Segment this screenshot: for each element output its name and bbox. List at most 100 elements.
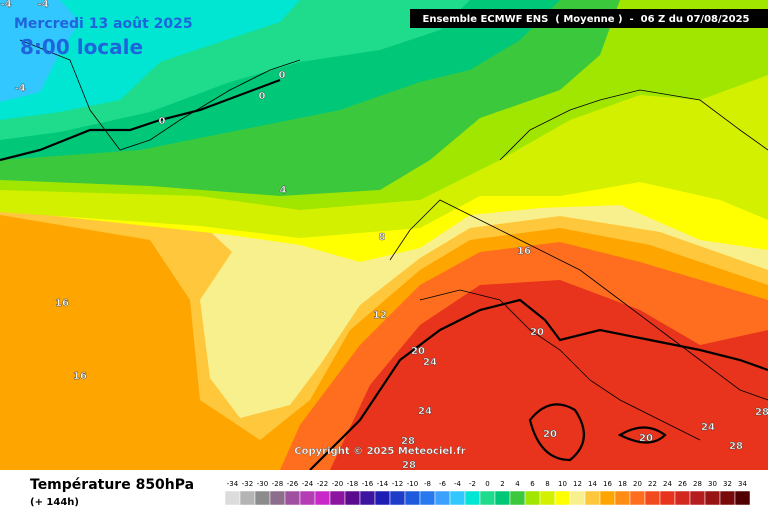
scale-label: 28 xyxy=(693,480,702,488)
scale-swatch xyxy=(329,490,346,506)
contour-label: 24 xyxy=(423,357,437,368)
scale-swatch xyxy=(524,490,541,506)
contour-label: 8 xyxy=(379,232,386,243)
scale-swatch xyxy=(479,490,496,506)
contour-label: -4 xyxy=(37,0,48,10)
scale-label: 2 xyxy=(500,480,504,488)
scale-label: -34 xyxy=(227,480,239,488)
scale-label: -8 xyxy=(424,480,431,488)
scale-label: 18 xyxy=(618,480,627,488)
scale-swatch xyxy=(389,490,406,506)
contour-label: -4 xyxy=(0,0,11,10)
contour-label: 0 xyxy=(259,91,266,102)
scale-swatch xyxy=(629,490,646,506)
forecast-date: Mercredi 13 août 2025 xyxy=(14,16,193,32)
scale-label: 14 xyxy=(588,480,597,488)
scale-swatch xyxy=(404,490,421,506)
scale-swatch xyxy=(734,490,751,506)
scale-label: -26 xyxy=(287,480,299,488)
scale-swatch xyxy=(644,490,661,506)
scale-swatch xyxy=(284,490,301,506)
scale-swatch xyxy=(554,490,571,506)
scale-label: 20 xyxy=(633,480,642,488)
scale-swatch xyxy=(689,490,706,506)
scale-swatch xyxy=(494,490,511,506)
coastlines xyxy=(19,39,768,441)
scale-swatch xyxy=(239,490,256,506)
scale-swatch xyxy=(599,490,616,506)
scale-label: 16 xyxy=(603,480,612,488)
coastline xyxy=(499,89,768,161)
scale-swatch xyxy=(434,490,451,506)
contour-label: 4 xyxy=(280,185,287,196)
footer-title: Température 850hPa xyxy=(30,477,194,493)
contour-label: 0 xyxy=(159,116,166,127)
scale-label: -16 xyxy=(362,480,374,488)
scale-label: -12 xyxy=(392,480,403,488)
contour-label: 16 xyxy=(73,371,87,382)
scale-label: 30 xyxy=(708,480,717,488)
scale-swatch xyxy=(299,490,316,506)
contour-label: 28 xyxy=(401,436,415,447)
scale-label: -18 xyxy=(347,480,358,488)
scale-swatch xyxy=(359,490,376,506)
scale-label: 24 xyxy=(663,480,672,488)
scale-label: 32 xyxy=(723,480,732,488)
contours xyxy=(0,78,768,471)
scale-label: -2 xyxy=(469,480,476,488)
scale-swatch xyxy=(659,490,676,506)
scale-label: -6 xyxy=(439,480,447,488)
scale-swatch xyxy=(419,490,436,506)
scale-swatch xyxy=(674,490,691,506)
scale-label: 6 xyxy=(530,480,535,488)
scale-label: -14 xyxy=(377,480,389,488)
scale-swatch xyxy=(269,490,286,506)
coastline xyxy=(19,39,301,151)
scale-label: -28 xyxy=(272,480,283,488)
scale-swatch xyxy=(719,490,736,506)
contour-label: 16 xyxy=(55,298,69,309)
scale-label: -10 xyxy=(407,480,418,488)
contour-label: 20 xyxy=(411,346,425,357)
scale-swatch xyxy=(584,490,601,506)
contour-label: 20 xyxy=(530,327,544,338)
scale-label: 4 xyxy=(515,480,520,488)
contour-label: 12 xyxy=(373,310,387,321)
copyright: Copyright © 2025 Meteociel.fr xyxy=(294,446,465,457)
contour-label: 20 xyxy=(639,433,653,444)
contour-label: -4 xyxy=(14,83,25,94)
contour-label: 28 xyxy=(402,460,416,471)
scale-label: 22 xyxy=(648,480,657,488)
scale-label: 34 xyxy=(738,480,747,488)
scale-swatch xyxy=(224,490,241,506)
scale-swatch xyxy=(569,490,586,506)
contour-label: 28 xyxy=(729,441,743,452)
scale-swatch xyxy=(704,490,721,506)
band xyxy=(0,0,300,120)
scale-label: -20 xyxy=(332,480,343,488)
contour-label: 20 xyxy=(543,429,557,440)
contour-label: 0 xyxy=(279,70,286,81)
scale-label: -4 xyxy=(454,480,462,488)
scale-label: 10 xyxy=(558,480,567,488)
contour-line xyxy=(528,403,585,462)
scale-swatch xyxy=(344,490,361,506)
scale-label: -24 xyxy=(302,480,314,488)
coastline xyxy=(419,289,701,441)
scale-label: 0 xyxy=(485,480,489,488)
model-info: Ensemble ECMWF ENS ( Moyenne ) - 06 Z du… xyxy=(423,14,750,25)
scale-label: 8 xyxy=(545,480,549,488)
contour-label: 16 xyxy=(517,246,531,257)
contour-line xyxy=(309,298,768,471)
scale-swatch xyxy=(374,490,391,506)
scale-swatch xyxy=(464,490,481,506)
scale-swatch xyxy=(614,490,631,506)
scale-label: -22 xyxy=(317,480,328,488)
scale-label: -32 xyxy=(242,480,253,488)
scale-swatch xyxy=(449,490,466,506)
scale-swatch xyxy=(509,490,526,506)
scale-label: 26 xyxy=(678,480,687,488)
footer-subtitle: (+ 144h) xyxy=(30,497,79,508)
